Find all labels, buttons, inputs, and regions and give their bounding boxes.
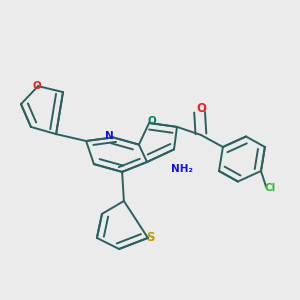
Text: N: N bbox=[105, 131, 114, 141]
Text: O: O bbox=[196, 101, 206, 115]
Text: NH₂: NH₂ bbox=[170, 164, 193, 175]
Text: Cl: Cl bbox=[264, 183, 276, 193]
Text: O: O bbox=[148, 116, 157, 127]
Text: O: O bbox=[32, 81, 41, 91]
Text: S: S bbox=[146, 231, 154, 244]
